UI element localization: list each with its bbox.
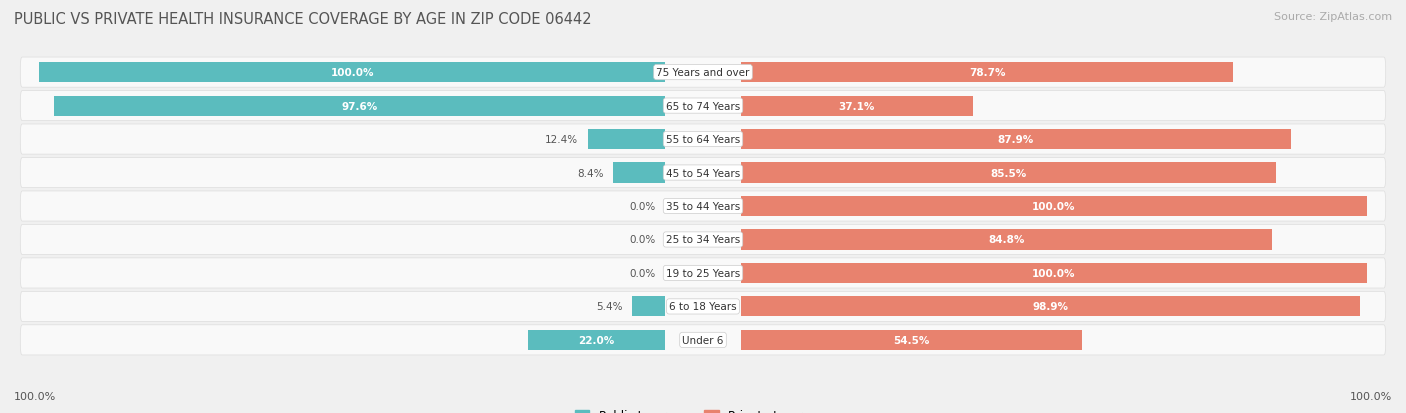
Text: 55 to 64 Years: 55 to 64 Years (666, 135, 740, 145)
Text: 37.1%: 37.1% (838, 101, 875, 112)
Text: 54.5%: 54.5% (893, 335, 929, 345)
Bar (741, 330, 1083, 350)
Bar (588, 130, 665, 150)
Text: 100.0%: 100.0% (1032, 202, 1076, 211)
Text: 8.4%: 8.4% (576, 168, 603, 178)
Bar (741, 297, 1360, 317)
Bar (741, 163, 1277, 183)
Text: 98.9%: 98.9% (1032, 301, 1069, 312)
Bar (631, 297, 665, 317)
Text: 97.6%: 97.6% (342, 101, 378, 112)
Text: 19 to 25 Years: 19 to 25 Years (666, 268, 740, 278)
Legend: Public Insurance, Private Insurance: Public Insurance, Private Insurance (571, 404, 835, 413)
Text: 87.9%: 87.9% (998, 135, 1033, 145)
Text: Source: ZipAtlas.com: Source: ZipAtlas.com (1274, 12, 1392, 22)
Text: 65 to 74 Years: 65 to 74 Years (666, 101, 740, 112)
Bar (741, 230, 1271, 250)
Text: 6 to 18 Years: 6 to 18 Years (669, 301, 737, 312)
FancyBboxPatch shape (20, 258, 1386, 288)
Text: 25 to 34 Years: 25 to 34 Years (666, 235, 740, 245)
FancyBboxPatch shape (20, 58, 1386, 88)
Text: 84.8%: 84.8% (988, 235, 1025, 245)
Bar (741, 197, 1367, 216)
FancyBboxPatch shape (20, 225, 1386, 255)
Bar (741, 63, 1233, 83)
Text: 0.0%: 0.0% (630, 268, 657, 278)
FancyBboxPatch shape (20, 292, 1386, 322)
Text: 0.0%: 0.0% (630, 202, 657, 211)
Bar (39, 63, 665, 83)
Text: 35 to 44 Years: 35 to 44 Years (666, 202, 740, 211)
Text: 5.4%: 5.4% (596, 301, 623, 312)
Bar (741, 96, 973, 116)
Bar (741, 130, 1291, 150)
FancyBboxPatch shape (20, 325, 1386, 355)
Text: 100.0%: 100.0% (1032, 268, 1076, 278)
Bar (613, 163, 665, 183)
Text: 22.0%: 22.0% (578, 335, 614, 345)
Text: 0.0%: 0.0% (630, 235, 657, 245)
Text: 12.4%: 12.4% (546, 135, 578, 145)
Text: 78.7%: 78.7% (969, 68, 1005, 78)
Text: PUBLIC VS PRIVATE HEALTH INSURANCE COVERAGE BY AGE IN ZIP CODE 06442: PUBLIC VS PRIVATE HEALTH INSURANCE COVER… (14, 12, 592, 27)
Bar (527, 330, 665, 350)
Bar (741, 263, 1367, 283)
FancyBboxPatch shape (20, 125, 1386, 155)
Text: 100.0%: 100.0% (1350, 391, 1392, 401)
Text: 85.5%: 85.5% (990, 168, 1026, 178)
Text: 100.0%: 100.0% (14, 391, 56, 401)
FancyBboxPatch shape (20, 192, 1386, 221)
Text: 100.0%: 100.0% (330, 68, 374, 78)
Text: 75 Years and over: 75 Years and over (657, 68, 749, 78)
Text: 45 to 54 Years: 45 to 54 Years (666, 168, 740, 178)
Text: Under 6: Under 6 (682, 335, 724, 345)
FancyBboxPatch shape (20, 91, 1386, 121)
FancyBboxPatch shape (20, 158, 1386, 188)
Bar (55, 96, 665, 116)
